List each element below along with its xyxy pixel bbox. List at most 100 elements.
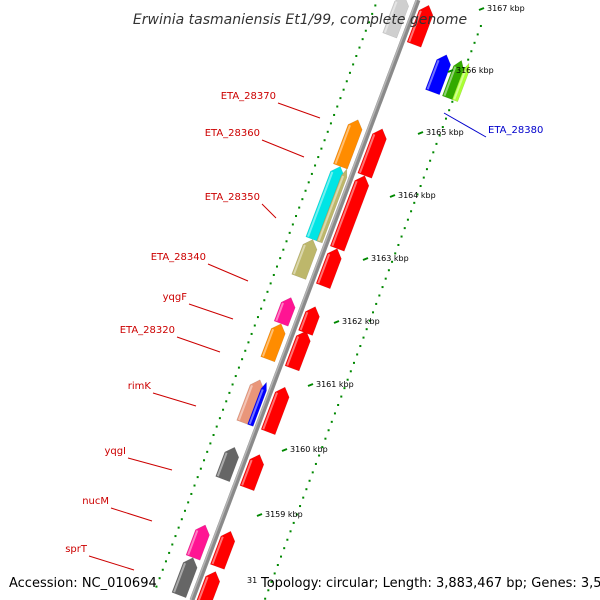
inner-tick-dot bbox=[295, 215, 298, 218]
inner-tick-dot bbox=[253, 324, 256, 327]
inner-tick-dot bbox=[260, 307, 263, 310]
inner-tick-dot bbox=[212, 434, 215, 437]
outer-tick-dot bbox=[368, 319, 371, 322]
inner-tick-dot bbox=[348, 71, 351, 74]
gene-forward bbox=[196, 571, 221, 600]
inner-tick-dot bbox=[231, 383, 234, 386]
gene-reverse-green-highlight bbox=[443, 66, 457, 96]
kbp-label: 3162 kbp bbox=[342, 317, 380, 326]
gene-label-leader bbox=[127, 457, 173, 471]
inner-tick-dot bbox=[269, 282, 272, 285]
inner-tick-dot bbox=[352, 63, 355, 66]
inner-tick-dot bbox=[301, 198, 304, 201]
outer-tick-dot bbox=[311, 471, 314, 474]
outer-tick-dot bbox=[314, 462, 317, 465]
inner-tick-dot bbox=[374, 4, 377, 7]
kbp-tick bbox=[362, 257, 369, 261]
outer-tick-dot bbox=[435, 142, 438, 145]
gene-forward bbox=[406, 4, 434, 48]
gene-category-inner-highlight bbox=[307, 171, 334, 237]
gene-label-leader bbox=[277, 102, 321, 119]
gene-label: rimK bbox=[128, 381, 152, 392]
gene-forward-highlight bbox=[358, 134, 376, 174]
kbp-label: 3164 kbp bbox=[398, 191, 436, 200]
inner-tick-dot bbox=[367, 21, 370, 24]
gene-category-inner bbox=[260, 323, 286, 363]
inner-tick-dot bbox=[333, 113, 336, 116]
gene-forward-highlight bbox=[211, 536, 224, 565]
kbp-tick bbox=[447, 69, 454, 73]
inner-tick-dot bbox=[187, 501, 190, 504]
gene-forward bbox=[357, 128, 387, 179]
inner-tick-dot bbox=[155, 585, 158, 588]
outer-tick-dot bbox=[372, 311, 375, 314]
outer-tick-dot bbox=[299, 505, 302, 508]
inner-tick-dot bbox=[256, 316, 259, 319]
outer-tick-dot bbox=[413, 201, 416, 204]
outer-tick-dot bbox=[289, 530, 292, 533]
gene-category-inner bbox=[215, 446, 240, 483]
inner-tick-dot bbox=[361, 38, 364, 41]
inner-tick-dot bbox=[345, 80, 348, 83]
gene-forward bbox=[315, 248, 342, 290]
inner-tick-dot bbox=[215, 425, 218, 428]
outer-tick-dot bbox=[425, 168, 428, 171]
inner-tick-dot bbox=[199, 467, 202, 470]
inner-tick-dot bbox=[320, 147, 323, 150]
outer-tick-dot bbox=[276, 564, 279, 567]
inner-tick-dot bbox=[364, 29, 367, 32]
backbone-highlight bbox=[189, 0, 418, 600]
inner-tick-dot bbox=[355, 54, 358, 57]
gene-forward bbox=[260, 386, 290, 436]
outer-tick-dot bbox=[394, 252, 397, 255]
gene-category-inner-highlight bbox=[173, 562, 186, 593]
gene-category-inner-highlight bbox=[261, 328, 275, 357]
outer-tick-dot bbox=[448, 109, 451, 112]
gene-label-leader bbox=[188, 303, 234, 320]
gene-forward bbox=[239, 454, 265, 492]
gene-label: sprT bbox=[65, 544, 88, 555]
kbp-tick bbox=[281, 448, 288, 452]
kbp-tick bbox=[478, 7, 485, 11]
outer-tick-dot bbox=[384, 277, 387, 280]
outer-tick-dot bbox=[330, 420, 333, 423]
gene-category-inner-highlight bbox=[334, 124, 351, 164]
inner-tick-dot bbox=[228, 391, 231, 394]
gene-label-leader bbox=[88, 555, 135, 571]
outer-tick-dot bbox=[419, 185, 422, 188]
outer-tick-dot bbox=[280, 555, 283, 558]
gene-reverse-lime bbox=[451, 62, 470, 103]
kbp-label: 3166 kbp bbox=[456, 66, 494, 75]
inner-tick-dot bbox=[291, 223, 294, 226]
gene-category-inner-highlight bbox=[238, 385, 253, 421]
inner-tick-dot bbox=[288, 231, 291, 234]
gene-reverse-blue bbox=[425, 54, 451, 96]
outer-tick-dot bbox=[438, 134, 441, 137]
outer-tick-dot bbox=[295, 513, 298, 516]
outer-tick-dot bbox=[327, 429, 330, 432]
inner-tick-dot bbox=[263, 299, 266, 302]
gene-category-inner bbox=[291, 239, 318, 280]
inner-tick-dot bbox=[358, 46, 361, 49]
inner-tick-dot bbox=[323, 139, 326, 142]
inner-tick-dot bbox=[339, 97, 342, 100]
outer-tick-dot bbox=[305, 488, 308, 491]
kbp-label: 3167 kbp bbox=[487, 4, 525, 13]
outer-tick-dot bbox=[349, 370, 352, 373]
outer-tick-dot bbox=[270, 580, 273, 583]
outer-tick-dot bbox=[321, 446, 324, 449]
inner-tick-dot bbox=[174, 535, 177, 538]
gene-forward bbox=[284, 330, 311, 372]
gene-forward bbox=[209, 530, 236, 570]
gene-reverse-blue-highlight bbox=[426, 59, 440, 90]
inner-tick-dot bbox=[158, 577, 161, 580]
gene-label-leader bbox=[176, 336, 221, 353]
inner-tick-dot bbox=[209, 442, 212, 445]
gene-category-inner bbox=[273, 297, 296, 327]
outer-tick-dot bbox=[267, 589, 270, 592]
inner-tick-dot bbox=[171, 543, 174, 546]
outer-tick-dot bbox=[340, 395, 343, 398]
outer-tick-dot bbox=[283, 547, 286, 550]
outer-tick-dot bbox=[467, 58, 470, 61]
outer-tick-dot bbox=[343, 387, 346, 390]
